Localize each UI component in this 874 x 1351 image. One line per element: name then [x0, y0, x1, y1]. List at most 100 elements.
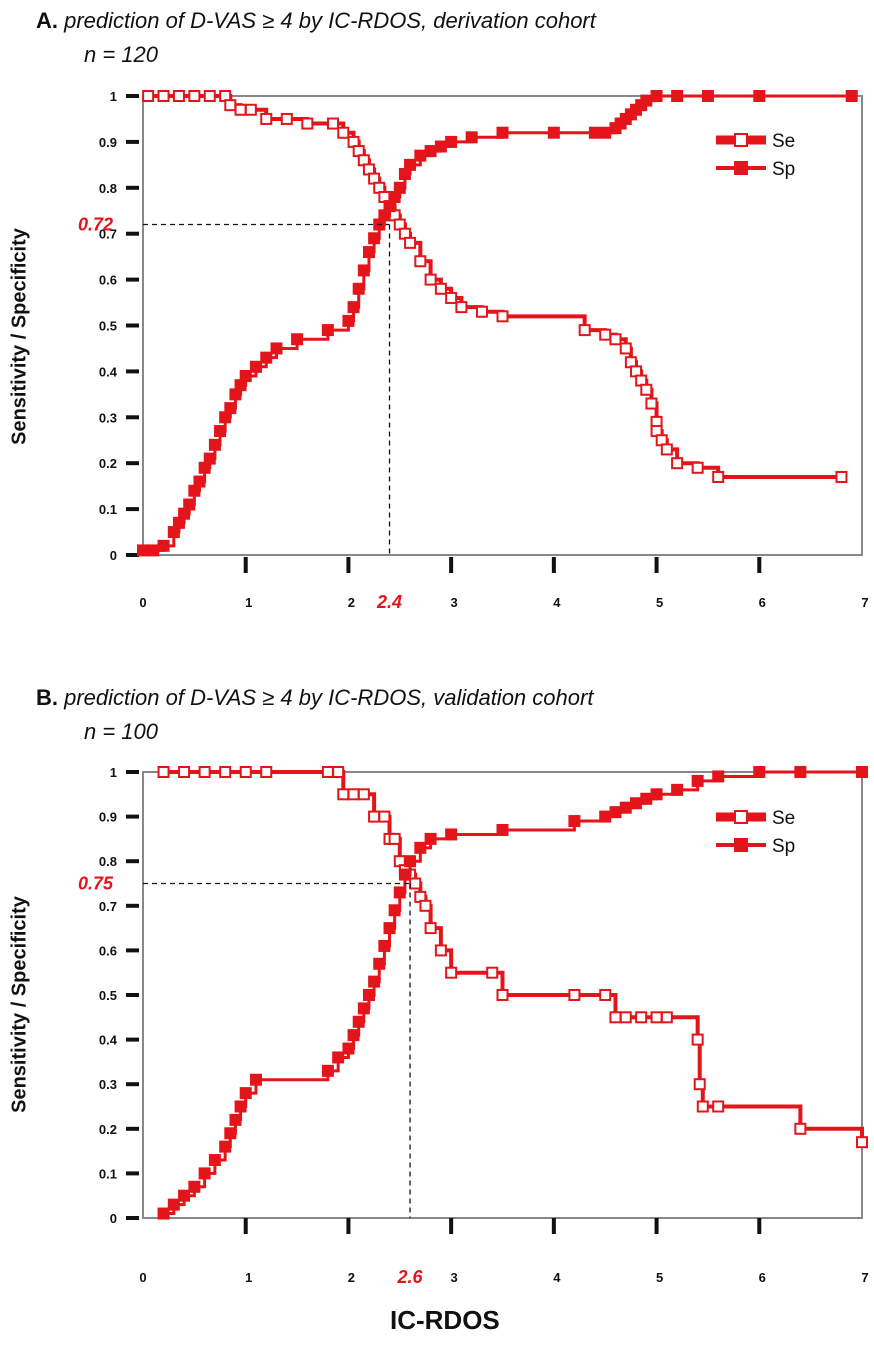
panel-a-se-point — [671, 457, 684, 470]
panel-b-sp-point — [357, 1002, 370, 1015]
panel-b-sp-point — [342, 1042, 355, 1055]
panel-a-se-point — [172, 90, 185, 102]
panel-a-y-tick-label: 0.8 — [99, 181, 117, 196]
panel-b-sp-point — [219, 1140, 232, 1153]
panel-a-sp-point — [157, 539, 170, 552]
panel-b-se-point — [696, 1100, 709, 1113]
panel-a-sp-point — [845, 90, 858, 102]
panel-b-y-tick-label: 0.3 — [99, 1077, 117, 1092]
panel-a-se-point — [434, 282, 447, 295]
panel-b-se-point — [693, 1078, 706, 1091]
panel-a-se-point — [142, 90, 155, 102]
panel-a-sp-point — [270, 342, 283, 355]
panel-b-se-point — [419, 899, 432, 912]
panel-a-se-point — [337, 126, 350, 139]
panel-b-sp-point — [362, 989, 375, 1001]
panel-b-sp-point — [198, 1167, 211, 1180]
panel-a-se-point — [645, 397, 658, 410]
panel-b-x-tick-label: 2 — [348, 1270, 355, 1285]
panel-b-title: B. prediction of D-VAS ≥ 4 by IC-RDOS, v… — [36, 685, 593, 711]
panel-a-sp-point — [414, 149, 427, 162]
panel-b-se-point — [496, 989, 509, 1001]
panel-b-se-point — [599, 989, 612, 1001]
panel-b-se-point — [434, 944, 447, 957]
panel-b-sp-point — [234, 1100, 247, 1113]
panel-a-sp-point — [753, 90, 766, 102]
panel-b-se-point — [388, 832, 401, 845]
panel-b-sp-point — [650, 788, 663, 801]
panel-a-x-tick-label: 7 — [861, 595, 868, 610]
panel-b-se-point — [486, 966, 499, 979]
panel-b-sp-point — [332, 1051, 345, 1064]
panel-a-se-point — [599, 328, 612, 341]
panel-b-se-point — [219, 766, 232, 778]
panel-a-se-point — [260, 112, 273, 125]
panel-a-y-tick-label: 0 — [110, 548, 117, 563]
panel-a-legend-sp-marker — [734, 161, 748, 175]
panel-b-legend-se-marker — [734, 810, 748, 824]
panel-b-sp-point — [178, 1189, 191, 1202]
panel-a-title-text: prediction of D-VAS ≥ 4 by IC-RDOS, deri… — [64, 8, 596, 33]
panel-b-se-point — [609, 1011, 622, 1024]
panel-b-sp-point — [609, 806, 622, 819]
panel-a-sp-point — [701, 90, 714, 102]
panel-a-sp-point — [368, 232, 381, 245]
panel-a-se-point — [475, 305, 488, 318]
panel-b-se-point — [239, 766, 252, 778]
panel-a-sp-point — [445, 135, 458, 148]
panel-a-y-tick-label: 0.2 — [99, 456, 117, 471]
panel-a-y-tick-label: 0.1 — [99, 502, 117, 517]
panel-b-y-tick-label: 0.2 — [99, 1122, 117, 1137]
panel-a-se-point — [691, 461, 704, 474]
panel-a-cutoff-y-label: 0.72 — [78, 215, 113, 235]
panel-a-legend-se-label: Se — [772, 131, 795, 152]
panel-a-sp-point — [147, 544, 160, 557]
panel-b-se-point — [178, 766, 191, 778]
panel-a-sp-point — [640, 94, 653, 107]
panel-a-y-tick-label: 0.7 — [99, 227, 117, 242]
panel-a-x-tick-label: 0 — [139, 595, 146, 610]
panel-b-sp-point — [249, 1073, 262, 1086]
panel-b-se-point — [260, 766, 273, 778]
panel-a-y-tick-label: 1 — [110, 89, 117, 104]
panel-a-se-point — [414, 255, 427, 268]
panel-b-sp-point — [352, 1015, 365, 1028]
panel-a-se-point — [280, 112, 293, 125]
panel-b-se-point — [198, 766, 211, 778]
panel-a-sp-point — [342, 314, 355, 327]
panel-b-sp-point — [229, 1113, 242, 1126]
panel-b-sp-point — [414, 841, 427, 854]
panel-b-sp-point — [398, 868, 411, 881]
panel-a-x-tick-label: 4 — [553, 595, 561, 610]
panel-b-sp-point — [368, 975, 381, 988]
panel-b-y-tick-label: 0.8 — [99, 854, 117, 869]
panel-b-se-point — [357, 788, 370, 801]
panel-a-se-point — [424, 273, 437, 286]
panel-a-se-point — [445, 291, 458, 304]
panel-a-y-tick-label: 0.4 — [99, 364, 118, 379]
panel-a-sp-point — [203, 452, 216, 465]
panel-b-sp-line — [163, 770, 862, 1216]
panel-a-legend-sp-label: Sp — [772, 159, 795, 180]
panel-a-se-point — [640, 383, 653, 396]
panel-a-x-tick-label: 2 — [348, 595, 355, 610]
panel-a-sp-point — [404, 158, 417, 171]
panel-b-se-point — [378, 810, 391, 823]
panel-b-sp-point — [347, 1029, 360, 1042]
panel-b-se-line — [163, 770, 864, 1143]
panel-b-se-point — [347, 788, 360, 801]
panel-b-y-tick-label: 0.5 — [99, 988, 117, 1003]
panel-b-se-point — [568, 989, 581, 1001]
panel-a-sp-point — [599, 126, 612, 139]
panel-b-x-tick-label: 0 — [139, 1270, 146, 1285]
panel-b-se-point — [368, 810, 381, 823]
panel-b-cutoff-y-label: 0.75 — [78, 874, 114, 894]
panel-a-sp-point — [671, 90, 684, 102]
panel-a-y-tick-label: 0.9 — [99, 135, 117, 150]
panel-b-legend-sp-label: Sp — [772, 836, 795, 857]
panel-b-y-tick-label: 1 — [110, 765, 117, 780]
panel-b-n: n = 100 — [84, 719, 159, 744]
panel-a-frame — [142, 95, 863, 556]
panel-b-x-tick-label: 1 — [245, 1270, 252, 1285]
panel-a-sp-point — [208, 438, 221, 451]
